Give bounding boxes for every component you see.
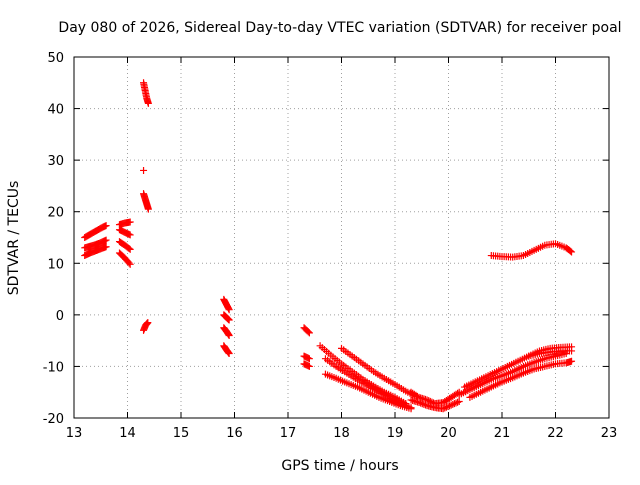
x-tick-label: 19: [387, 426, 404, 441]
series-seg-h4: [525, 347, 576, 360]
data-point: [407, 405, 415, 413]
series-seg-f4: [338, 344, 420, 400]
series-seg-g1: [407, 396, 463, 413]
data-point: [225, 331, 233, 339]
series-seg-a1: [81, 222, 110, 241]
series-seg-c1: [140, 79, 152, 107]
series-seg-e3: [300, 360, 313, 370]
grid-layer: [74, 57, 609, 418]
data-point: [305, 355, 313, 363]
data-layer: [81, 79, 576, 413]
series-seg-c3: [140, 190, 152, 213]
y-tick-label: 50: [47, 51, 64, 66]
x-tick-label: 22: [547, 426, 564, 441]
y-tick-label: -10: [43, 360, 64, 375]
data-point: [305, 362, 313, 370]
data-point: [144, 205, 152, 213]
data-point: [102, 236, 110, 244]
data-point: [102, 243, 110, 251]
data-point: [225, 316, 233, 324]
data-point: [566, 247, 574, 255]
data-point: [125, 259, 133, 267]
series-seg-d2: [220, 311, 233, 324]
data-point: [446, 402, 454, 410]
data-point: [568, 347, 576, 355]
x-tick-label: 15: [173, 426, 190, 441]
data-point: [441, 404, 449, 412]
data-point: [425, 397, 433, 405]
data-point: [439, 405, 447, 413]
x-tick-label: 18: [333, 426, 350, 441]
y-tick-label: 30: [47, 154, 64, 169]
data-point: [125, 245, 133, 253]
data-point: [413, 392, 421, 400]
data-point: [126, 245, 134, 253]
y-tick-label: 40: [47, 103, 64, 118]
series-seg-b4: [115, 249, 134, 268]
y-tick-label: 20: [47, 206, 64, 221]
x-tick-label: 20: [440, 426, 457, 441]
data-point: [449, 400, 457, 408]
series-seg-d1: [220, 295, 233, 314]
data-point: [140, 166, 148, 174]
data-point: [454, 398, 462, 406]
y-tick-label: 0: [56, 309, 64, 324]
series-seg-d3: [220, 324, 233, 339]
x-tick-label: 23: [601, 426, 618, 441]
series-seg-d4: [220, 342, 233, 358]
data-point: [305, 329, 313, 337]
series-seg-e1: [300, 324, 313, 337]
data-point: [426, 397, 434, 405]
y-tick-label: -20: [43, 412, 64, 427]
x-tick-label: 21: [494, 426, 511, 441]
data-point: [455, 397, 463, 405]
series-seg-f3: [321, 370, 415, 413]
data-point: [423, 396, 431, 404]
series-seg-b1: [115, 218, 134, 229]
tick-layer: 13 14 15 16 17 18 19 20 21 22 23 -20 -10 0 10 20 30 40 50: [43, 51, 618, 441]
data-point: [225, 306, 233, 314]
data-point: [304, 328, 312, 336]
data-point: [126, 218, 134, 226]
data-point: [442, 403, 450, 411]
data-point: [102, 222, 110, 230]
y-axis-label: SDTVAR / TECUs: [6, 181, 22, 296]
data-point: [144, 319, 152, 327]
series-seg-h1: [455, 350, 570, 399]
x-tick-label: 17: [280, 426, 297, 441]
series-seg-h3: [466, 357, 576, 401]
x-tick-label: 16: [226, 426, 243, 441]
chart-title: Day 080 of 2026, Sidereal Day-to-day VTE…: [58, 20, 621, 36]
x-axis-label: GPS time / hours: [281, 458, 398, 474]
series-seg-b3: [115, 238, 134, 253]
y-tick-label: 10: [47, 257, 64, 272]
data-point: [444, 403, 452, 411]
x-tick-label: 14: [119, 426, 136, 441]
data-point: [126, 260, 134, 268]
series-seg-a3: [81, 243, 110, 260]
series-seg-b2: [115, 226, 134, 239]
data-point: [568, 248, 576, 256]
series-seg-c4: [140, 319, 152, 334]
data-point: [568, 357, 576, 365]
data-point: [225, 350, 233, 358]
data-point: [126, 231, 134, 239]
series-seg-a2: [81, 236, 110, 252]
data-point: [452, 399, 460, 407]
series-seg-c2: [140, 166, 148, 174]
series-seg-i1: [487, 240, 576, 261]
series-seg-e2: [300, 352, 313, 363]
data-point: [144, 99, 152, 107]
data-point: [447, 401, 455, 409]
data-point: [450, 400, 458, 408]
x-tick-label: 13: [66, 426, 83, 441]
data-point: [428, 398, 436, 406]
